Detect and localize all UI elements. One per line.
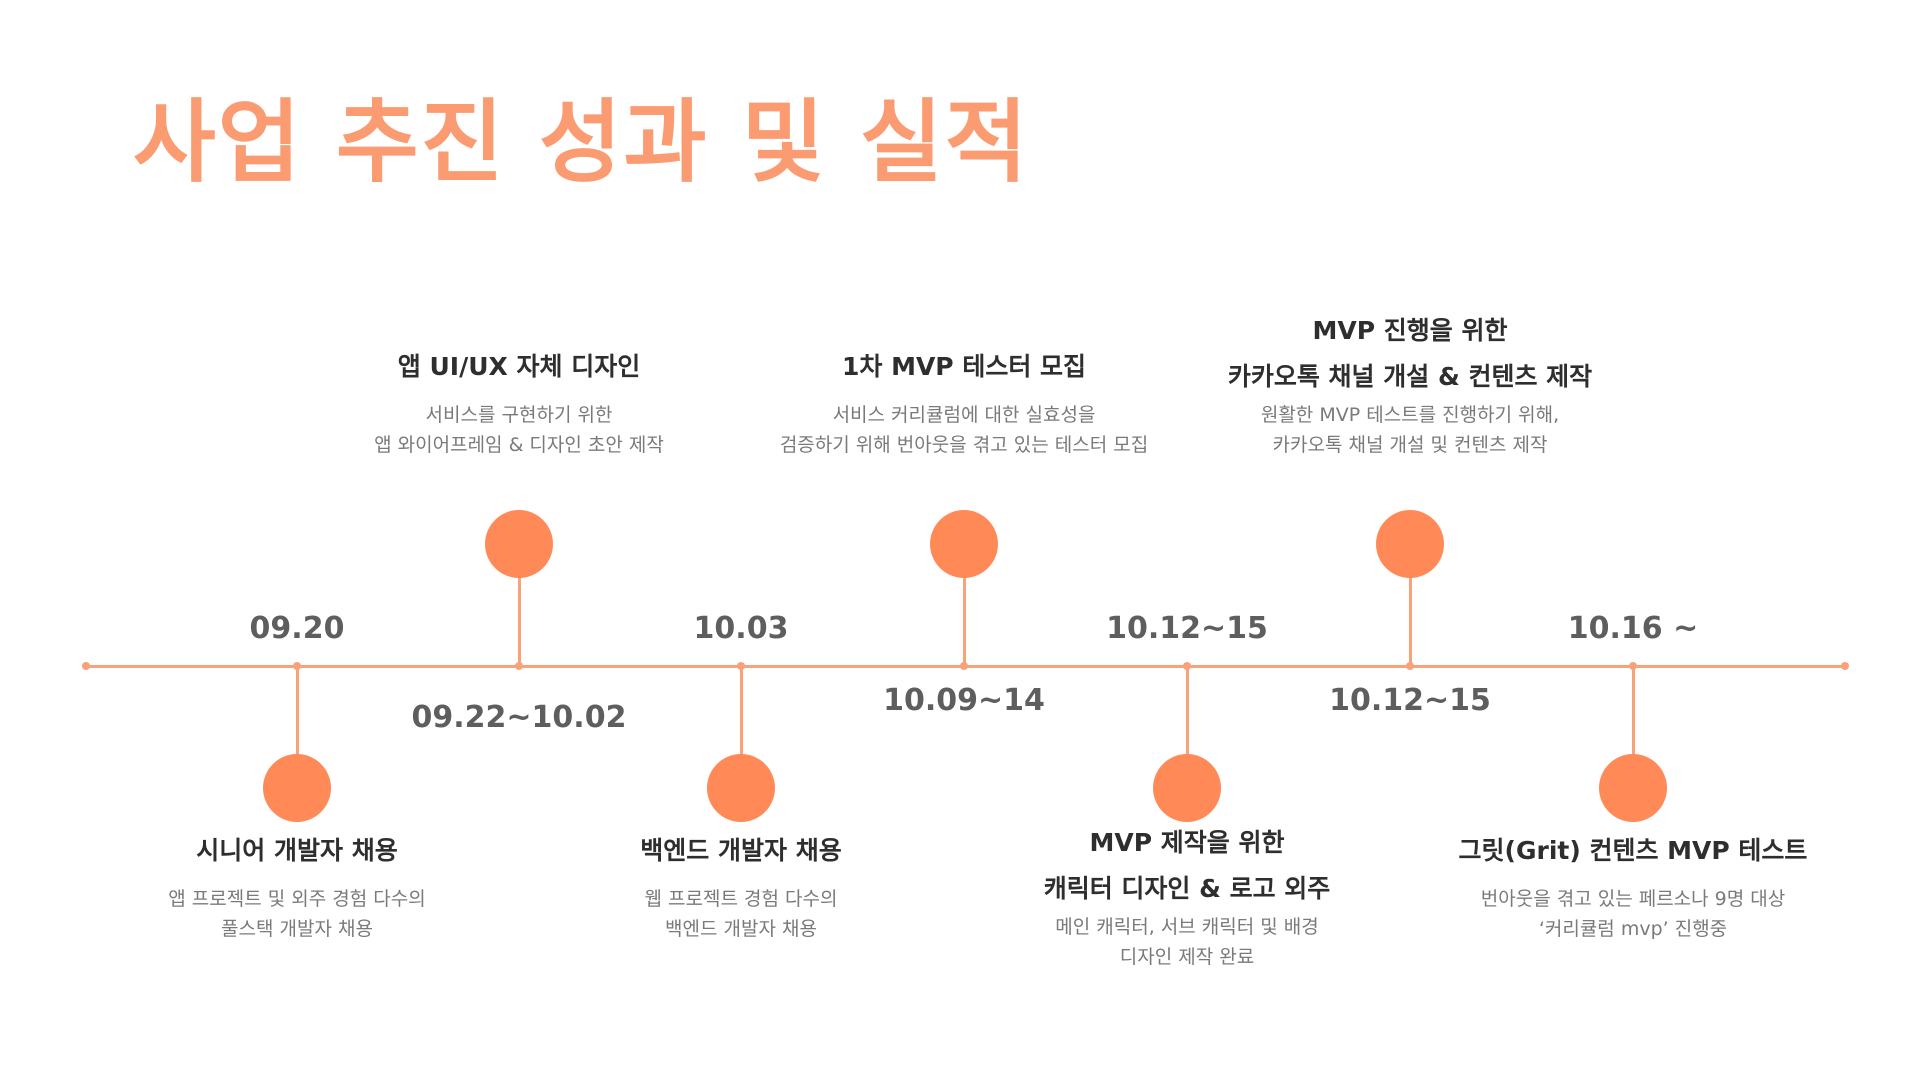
milestone-title-line: MVP 제작을 위한 (1089, 828, 1285, 857)
milestone-connector (739, 666, 743, 764)
milestone-connector (295, 666, 299, 764)
milestone-description-line: 메인 캐릭터, 서브 캐릭터 및 배경 (1055, 916, 1319, 938)
milestone-description: 메인 캐릭터, 서브 캐릭터 및 배경 디자인 제작 완료 (967, 912, 1407, 972)
milestone-title: 시니어 개발자 채용 (196, 836, 398, 865)
milestone-title-line: 카카오톡 채널 개설 & 컨텐츠 제작 (1227, 362, 1593, 391)
milestone-card: 그릿(Grit) 컨텐츠 MVP 테스트 번아웃을 겪고 있는 페르소나 9명 … (1413, 828, 1853, 944)
milestone-description-line: 서비스를 구현하기 위한 (425, 404, 613, 426)
milestone-description-line: 검증하기 위해 번아웃을 겪고 있는 테스터 모집 (779, 434, 1149, 456)
milestone-description-line: 카카오톡 채널 개설 및 컨텐츠 제작 (1272, 434, 1548, 456)
milestone-description: 번아웃을 겪고 있는 페르소나 9명 대상 ‘커리큘럼 mvp’ 진행중 (1413, 884, 1853, 944)
milestone-card: 1차 MVP 테스터 모집 서비스 커리큘럼에 대한 실효성을 검증하기 위해 … (744, 344, 1184, 460)
milestone-description-line: 풀스택 개발자 채용 (221, 918, 373, 940)
timeline-start-dot (82, 662, 90, 670)
milestone-title: 그릿(Grit) 컨텐츠 MVP 테스트 (1458, 836, 1808, 865)
milestone-marker (1153, 754, 1221, 822)
milestone-date: 10.03 (693, 611, 789, 646)
milestone-description: 서비스 커리큘럼에 대한 실효성을 검증하기 위해 번아웃을 겪고 있는 테스터… (744, 400, 1184, 460)
milestone-description-line: 번아웃을 겪고 있는 페르소나 9명 대상 (1480, 888, 1786, 910)
milestone-title-line: 캐릭터 디자인 & 로고 외주 (1043, 874, 1331, 903)
milestone-connector (962, 570, 966, 667)
milestone-marker (707, 754, 775, 822)
milestone-description-line: 앱 와이어프레임 & 디자인 초안 제작 (374, 434, 664, 456)
milestone-card: 시니어 개발자 채용 앱 프로젝트 및 외주 경험 다수의 풀스택 개발자 채용 (77, 828, 517, 944)
milestone-date: 10.12~15 (1329, 683, 1491, 718)
milestone-description-line: 원활한 MVP 테스트를 진행하기 위해, (1260, 404, 1560, 426)
milestone-marker (263, 754, 331, 822)
milestone-date: 09.20 (249, 611, 345, 646)
milestone-description: 서비스를 구현하기 위한 앱 와이어프레임 & 디자인 초안 제작 (299, 400, 739, 460)
milestone-description-line: 웹 프로젝트 경험 다수의 (644, 888, 838, 910)
milestone-description: 앱 프로젝트 및 외주 경험 다수의 풀스택 개발자 채용 (77, 884, 517, 944)
milestone-card: 백엔드 개발자 채용 웹 프로젝트 경험 다수의 백엔드 개발자 채용 (521, 828, 961, 944)
milestone-description-line: 백엔드 개발자 채용 (665, 918, 817, 940)
milestone-title-line: MVP 진행을 위한 (1312, 316, 1508, 345)
milestone-date: 10.12~15 (1106, 611, 1268, 646)
milestone-connector (1408, 570, 1412, 667)
milestone-title: MVP 제작을 위한 캐릭터 디자인 & 로고 외주 (967, 820, 1407, 912)
milestone-date: 09.22~10.02 (411, 700, 627, 735)
timeline-end-dot (1841, 662, 1849, 670)
milestone-connector (1631, 666, 1635, 764)
milestone-description: 원활한 MVP 테스트를 진행하기 위해, 카카오톡 채널 개설 및 컨텐츠 제… (1190, 400, 1630, 460)
milestone-description: 웹 프로젝트 경험 다수의 백엔드 개발자 채용 (521, 884, 961, 944)
milestone-description-line: 디자인 제작 완료 (1119, 946, 1255, 968)
milestone-card: MVP 진행을 위한 카카오톡 채널 개설 & 컨텐츠 제작 원활한 MVP 테… (1190, 308, 1630, 460)
milestone-marker (485, 510, 553, 578)
milestone-marker (1599, 754, 1667, 822)
milestone-description-line: 서비스 커리큘럼에 대한 실효성을 (832, 404, 1096, 426)
milestone-title: 앱 UI/UX 자체 디자인 (397, 352, 641, 381)
milestone-title: 백엔드 개발자 채용 (640, 836, 842, 865)
milestone-marker (930, 510, 998, 578)
milestone-connector (517, 570, 521, 667)
page-title: 사업 추진 성과 및 실적 (133, 90, 1030, 195)
milestone-description-line: ‘커리큘럼 mvp’ 진행중 (1538, 918, 1728, 940)
milestone-description-line: 앱 프로젝트 및 외주 경험 다수의 (168, 888, 426, 910)
milestone-connector (1185, 666, 1189, 764)
milestone-card: 앱 UI/UX 자체 디자인 서비스를 구현하기 위한 앱 와이어프레임 & 디… (299, 344, 739, 460)
milestone-date: 10.16 ~ (1567, 611, 1699, 646)
milestone-title: MVP 진행을 위한 카카오톡 채널 개설 & 컨텐츠 제작 (1190, 308, 1630, 400)
milestone-marker (1376, 510, 1444, 578)
milestone-date: 10.09~14 (883, 683, 1045, 718)
milestone-card: MVP 제작을 위한 캐릭터 디자인 & 로고 외주 메인 캐릭터, 서브 캐릭… (967, 820, 1407, 972)
milestone-title: 1차 MVP 테스터 모집 (841, 352, 1087, 381)
